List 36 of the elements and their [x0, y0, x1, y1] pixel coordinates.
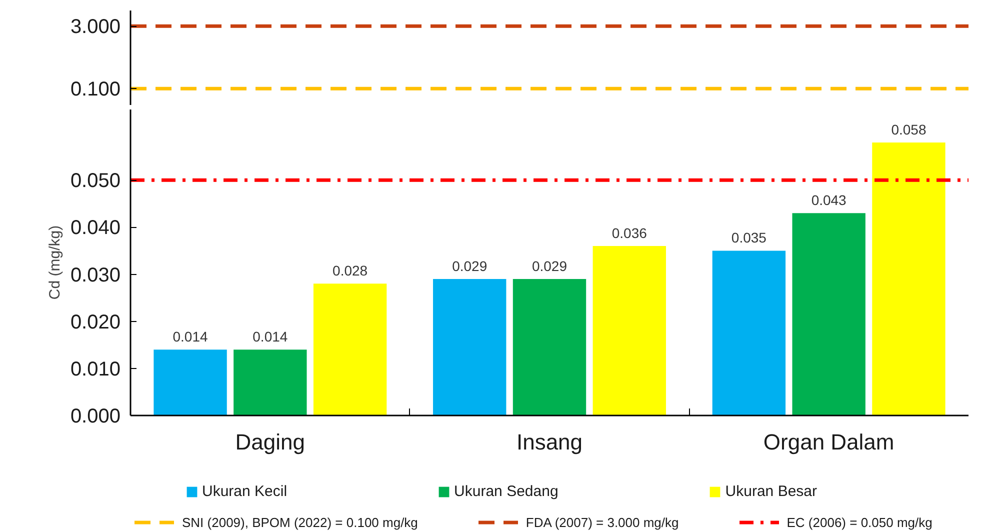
y-tick-label: 0.000 [70, 406, 121, 428]
data-label: 0.036 [612, 225, 648, 242]
bar [313, 284, 387, 416]
bar [433, 278, 506, 416]
data-label: 0.029 [532, 258, 568, 274]
y-tick-label: 0.010 [70, 358, 121, 380]
x-tick-label: Insang [516, 430, 583, 454]
data-label: 0.014 [252, 328, 288, 345]
data-label: 0.058 [891, 121, 926, 138]
y-tick-label: 0.020 [70, 311, 121, 334]
bar [792, 213, 866, 416]
y-tick-label: 0.050 [70, 170, 121, 192]
bar [592, 246, 666, 416]
data-label: 0.029 [452, 258, 488, 274]
legend-label: Ukuran Kecil [202, 483, 288, 500]
y-tick-label: 0.100 [70, 78, 121, 101]
legend-label: EC (2006) = 0.050 mg/kg [786, 514, 932, 530]
text: SNI (2009), BPOM (2022) = 0.100 mg/kg [182, 514, 418, 530]
text: FDA (2007) = 3.000 mg/kg [526, 514, 679, 530]
bar [512, 278, 586, 416]
data-label: 0.028 [332, 262, 368, 279]
x-tick-label: Daging [235, 430, 306, 454]
y-tick-label: 3.000 [70, 16, 121, 38]
bar [234, 350, 307, 416]
data-label: 0.043 [811, 192, 847, 208]
y-tick-label: 0.030 [70, 264, 121, 286]
data-label: 0.035 [731, 230, 767, 246]
data-label: 0.014 [172, 328, 208, 345]
y-tick-label: 0.040 [70, 217, 121, 240]
y-axis-title: Cd (mg/kg) [46, 225, 64, 300]
legend-label: Ukuran Besar [725, 483, 818, 500]
bar [154, 350, 227, 416]
x-tick-label: Organ Dalam [763, 430, 894, 454]
bar [872, 142, 946, 416]
bar [712, 250, 786, 416]
legend-label: Ukuran Sedang [454, 483, 558, 500]
